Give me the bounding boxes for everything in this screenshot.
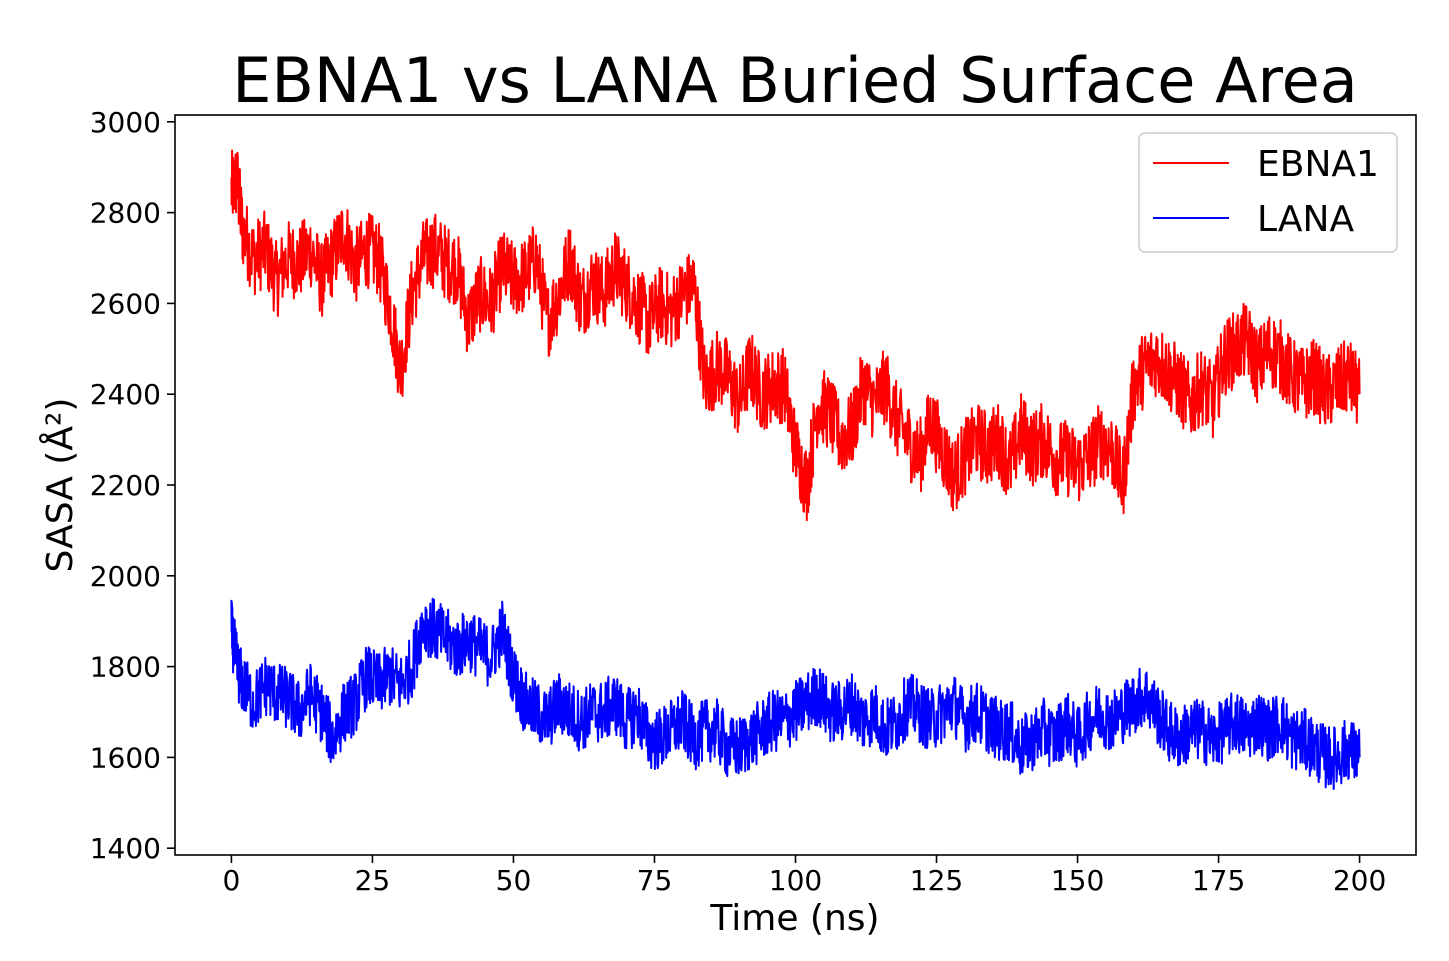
series-line-ebna1 bbox=[230, 149, 1361, 522]
y-tick-label: 2400 bbox=[90, 378, 161, 411]
y-tick-label: 2200 bbox=[90, 469, 161, 502]
chart-title: EBNA1 vs LANA Buried Surface Area bbox=[232, 44, 1358, 117]
x-tick-label: 200 bbox=[1333, 864, 1386, 897]
x-axis-label: Time (ns) bbox=[709, 898, 879, 939]
y-axis-label: SASA (Å²) bbox=[38, 398, 81, 573]
y-tick-label: 1800 bbox=[90, 651, 161, 684]
x-tick-label: 125 bbox=[910, 864, 963, 897]
y-tick-label: 2600 bbox=[90, 287, 161, 320]
x-tick-label: 25 bbox=[355, 864, 391, 897]
x-tick-label: 150 bbox=[1051, 864, 1104, 897]
series-line-lana bbox=[230, 597, 1361, 790]
legend-ebna1-label: EBNA1 bbox=[1257, 144, 1379, 185]
y-tick-label: 3000 bbox=[90, 106, 161, 139]
legend: EBNA1 LANA bbox=[1138, 132, 1398, 253]
x-tick-label: 50 bbox=[496, 864, 532, 897]
y-axis: 1400 1600 1800 2000 2200 2400 2600 2800 3000 bbox=[90, 106, 175, 865]
plot-area bbox=[230, 149, 1361, 790]
y-tick-label: 1400 bbox=[90, 832, 161, 865]
legend-lana-label: LANA bbox=[1257, 199, 1354, 240]
y-tick-label: 2000 bbox=[90, 560, 161, 593]
x-tick-label: 0 bbox=[222, 864, 240, 897]
x-tick-label: 100 bbox=[769, 864, 822, 897]
y-tick-label: 1600 bbox=[90, 741, 161, 774]
y-tick-label: 2800 bbox=[90, 197, 161, 230]
x-tick-label: 175 bbox=[1192, 864, 1245, 897]
x-axis: 0 25 50 75 100 125 150 175 200 bbox=[222, 855, 1386, 897]
x-tick-label: 75 bbox=[637, 864, 673, 897]
